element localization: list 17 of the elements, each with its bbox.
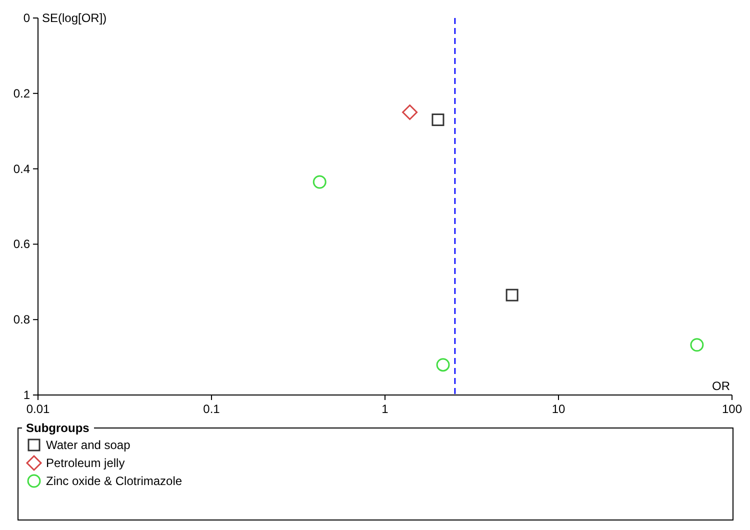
y-tick-label: 0 [23,11,30,25]
y-tick-label: 0.2 [13,86,30,100]
y-tick-label: 0.6 [13,237,30,252]
x-axis-title: OR [712,379,730,393]
y-tick-label: 0.4 [13,162,30,176]
legend-label: Water and soap [46,438,131,452]
y-tick-label: 1 [23,388,30,402]
x-tick-label: 0.01 [26,402,50,416]
x-tick-label: 0.1 [203,402,220,416]
x-tick-label: 1 [382,402,389,416]
y-tick-label: 0.8 [13,312,30,327]
legend-title: Subgroups [26,421,90,435]
legend-label: Zinc oxide & Clotrimazole [46,474,182,488]
x-tick-label: 10 [552,402,566,416]
legend-label: Petroleum jelly [46,456,125,470]
y-axis-title: SE(log[OR]) [42,11,107,25]
x-tick-label: 100 [722,402,742,416]
